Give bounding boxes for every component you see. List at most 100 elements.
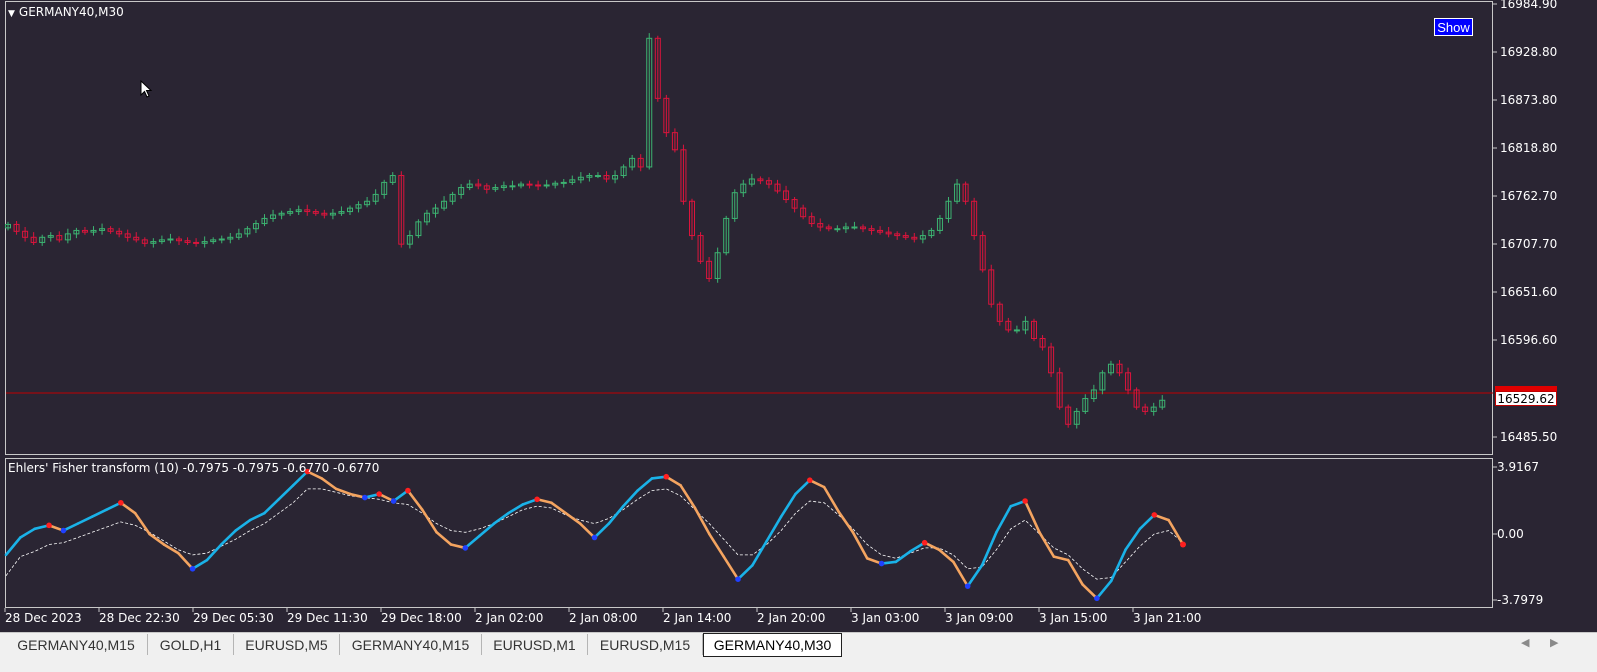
- chevron-left-icon[interactable]: ◀: [1521, 637, 1530, 649]
- candle: [971, 197, 978, 240]
- candle: [30, 232, 37, 246]
- candle-body: [1116, 363, 1123, 374]
- candle-body: [449, 193, 456, 202]
- candle: [654, 35, 661, 102]
- tab-item[interactable]: EURUSD,M5: [234, 634, 340, 655]
- fisher-segment: [19, 527, 37, 539]
- fisher-segment: [1023, 499, 1041, 534]
- candle-body: [654, 37, 661, 99]
- time-label: 3 Jan 15:00: [1039, 611, 1107, 625]
- candle-body: [116, 230, 123, 235]
- candle: [560, 178, 567, 188]
- tab-item[interactable]: GERMANY40,M15: [340, 634, 482, 655]
- tab-item[interactable]: EURUSD,M1: [482, 634, 588, 655]
- candle: [594, 172, 601, 179]
- sell-dot: [376, 491, 382, 497]
- buy-dot: [390, 498, 397, 504]
- candle-body: [1013, 329, 1020, 332]
- buy-dot: [591, 534, 598, 541]
- candle: [1159, 395, 1166, 410]
- candle: [441, 196, 448, 211]
- fisher-segment: [1138, 513, 1156, 531]
- fisher-segment: [751, 539, 769, 567]
- fisher-segment: [722, 555, 740, 581]
- candle-body: [902, 235, 909, 238]
- fisher-segment: [507, 503, 525, 515]
- candle-body: [475, 183, 482, 187]
- candle: [13, 220, 20, 235]
- candle-body: [1142, 406, 1149, 412]
- candle: [381, 179, 388, 199]
- candle-body: [458, 187, 465, 195]
- candle: [1022, 316, 1029, 335]
- candle-body: [432, 207, 439, 214]
- fisher-segment: [435, 530, 453, 546]
- candle-body: [1022, 320, 1029, 331]
- candle-body: [971, 200, 978, 237]
- candle: [868, 225, 875, 235]
- candle: [1150, 402, 1157, 416]
- candle-body: [577, 176, 584, 181]
- candle: [783, 185, 790, 203]
- candle: [748, 173, 755, 187]
- candle-body: [834, 228, 841, 231]
- candle: [449, 191, 456, 205]
- candle: [167, 233, 174, 244]
- candle-body: [774, 183, 781, 192]
- candle: [193, 238, 200, 247]
- fisher-segment: [779, 492, 797, 518]
- buy-dot: [189, 565, 196, 572]
- candle-body: [825, 226, 832, 230]
- candle: [22, 227, 29, 242]
- candle: [432, 203, 439, 218]
- candle-body: [954, 183, 961, 202]
- candle: [620, 164, 627, 179]
- sell-dot: [1151, 512, 1158, 518]
- candle: [689, 198, 695, 240]
- candle: [535, 180, 542, 191]
- candle: [791, 196, 798, 213]
- indicator-panel[interactable]: [5, 458, 1493, 608]
- fisher-segment: [794, 478, 812, 496]
- symbol-title[interactable]: ▼ GERMANY40,M30: [8, 5, 124, 19]
- candle-body: [646, 37, 653, 168]
- candle: [765, 177, 772, 189]
- sell-dot: [118, 499, 124, 506]
- show-button[interactable]: Show: [1434, 18, 1473, 36]
- candle: [1005, 317, 1012, 333]
- candle-body: [877, 229, 884, 233]
- candle: [270, 209, 277, 222]
- tab-item[interactable]: GERMANY40,M15: [5, 634, 148, 655]
- candle: [800, 204, 807, 220]
- candle: [466, 179, 473, 191]
- candle-body: [124, 233, 131, 238]
- fisher-segment: [980, 530, 998, 567]
- fisher-segment: [837, 510, 855, 534]
- fisher-segment: [464, 534, 481, 550]
- candle: [552, 180, 559, 189]
- candle-body: [535, 184, 542, 187]
- candle-body: [99, 228, 106, 231]
- tab-item[interactable]: GERMANY40,M30: [703, 633, 842, 657]
- fisher-segment: [478, 522, 496, 538]
- candle-body: [466, 183, 473, 189]
- candle: [252, 220, 259, 234]
- candle: [954, 178, 961, 204]
- time-label: 2 Jan 14:00: [663, 611, 731, 625]
- candle: [355, 201, 362, 213]
- price-label: 16984.90: [1500, 0, 1557, 11]
- candle: [458, 184, 465, 199]
- candle-body: [783, 190, 790, 201]
- fisher-segment: [1167, 518, 1185, 546]
- chevron-right-icon[interactable]: ▶: [1550, 637, 1559, 649]
- tab-item[interactable]: EURUSD,M15: [588, 634, 703, 655]
- tab-item[interactable]: GOLD,H1: [148, 634, 234, 655]
- candle: [808, 212, 815, 227]
- collapse-triangle-icon[interactable]: ▼: [8, 9, 15, 19]
- candle-body: [338, 211, 345, 214]
- sell-dot: [663, 473, 670, 480]
- candle-body: [184, 240, 191, 243]
- fisher-segment: [995, 504, 1013, 534]
- candle: [928, 227, 935, 239]
